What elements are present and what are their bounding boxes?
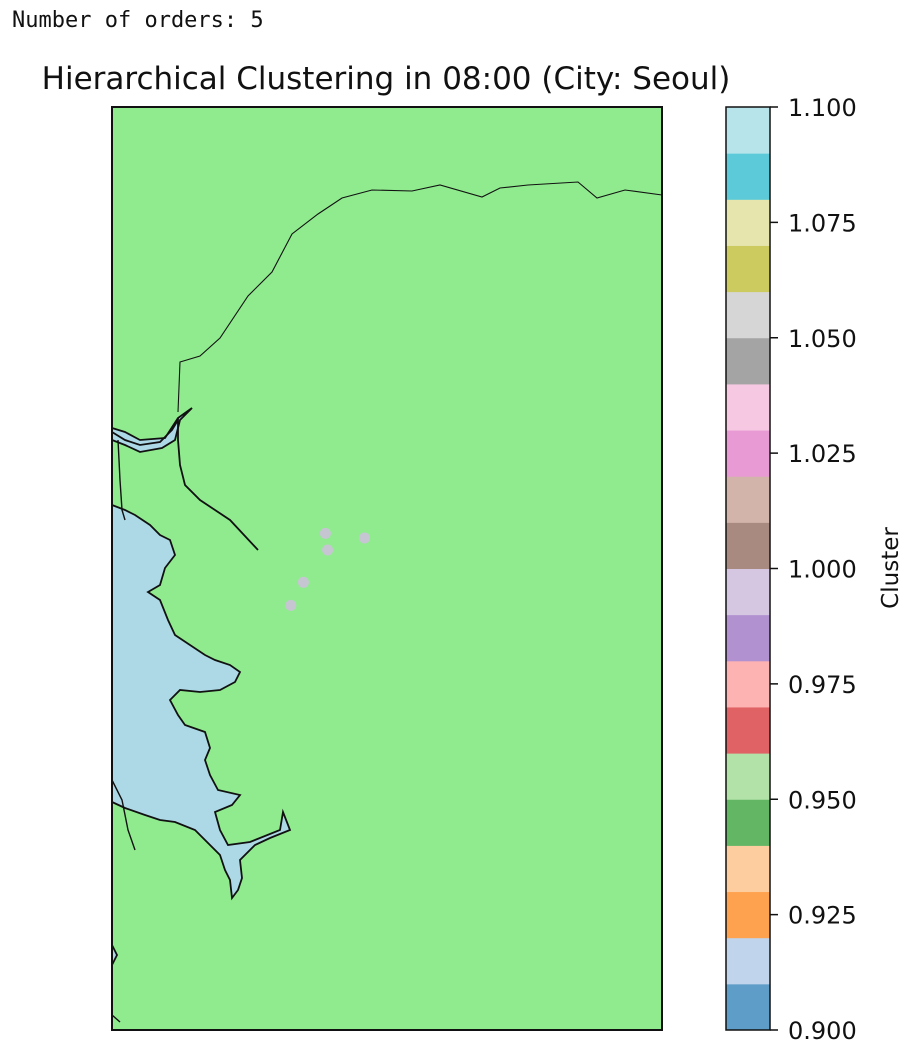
colorbar-tick-label: 1.100 — [788, 94, 857, 122]
colorbar-tick-label: 1.050 — [788, 325, 857, 353]
colorbar-segment — [726, 706, 770, 754]
map-frame — [111, 106, 663, 1031]
scatter-points — [285, 527, 370, 611]
colorbar-tick-label: 0.900 — [788, 1017, 857, 1045]
colorbar-segment — [726, 291, 770, 339]
river-line-4 — [111, 1014, 121, 1023]
colorbar-segment — [726, 476, 770, 523]
river-line-2 — [117, 439, 126, 521]
scatter-point — [322, 544, 334, 556]
water-body — [111, 503, 292, 901]
colorbar: 0.900 0.925 0.950 0.975 1.000 1.025 1.050 1.075… — [725, 94, 904, 1045]
colorbar-segment — [726, 245, 770, 293]
land-area — [112, 107, 662, 1030]
colorbar-segment — [726, 199, 770, 246]
colorbar-segment — [726, 799, 770, 846]
scatter-point — [285, 599, 297, 611]
map-axes — [111, 106, 663, 1031]
scatter-point — [319, 527, 331, 539]
colorbar-ticks: 0.900 0.925 0.950 0.975 1.000 1.025 1.050 1.075… — [770, 94, 857, 1045]
water-inlet — [111, 407, 193, 453]
scatter-point — [359, 532, 370, 544]
colorbar-segment — [726, 937, 770, 985]
colorbar-segment — [726, 383, 770, 431]
colorbar-segment — [726, 983, 770, 1031]
colorbar-tick-label: 1.025 — [788, 440, 857, 468]
river-line — [111, 416, 259, 551]
colorbar-segment — [726, 614, 770, 662]
colorbar-segment — [726, 845, 770, 893]
colorbar-tick-label: 1.075 — [788, 209, 857, 237]
colorbar-segment — [726, 522, 770, 569]
river-line-3 — [111, 779, 136, 851]
scatter-point — [297, 576, 309, 588]
colorbar-tick-label: 0.975 — [788, 671, 857, 699]
border-line — [177, 181, 663, 413]
colorbar-segment — [726, 753, 770, 800]
colorbar-segment — [726, 107, 770, 154]
chart-title: Hierarchical Clustering in 08:00 (City: … — [42, 61, 731, 97]
colorbar-tick-label: 0.950 — [788, 786, 857, 814]
colorbar-segment — [726, 891, 770, 939]
colorbar-segment — [726, 568, 770, 616]
colorbar-segment — [726, 660, 770, 708]
colorbar-tick-label: 1.000 — [788, 556, 857, 584]
colorbar-tick-label: 0.925 — [788, 902, 857, 930]
colorbar-segment — [726, 337, 770, 385]
colorbar-segment — [726, 153, 770, 200]
colorbar-segment — [726, 430, 770, 477]
colorbar-label: Cluster — [878, 527, 904, 609]
colorbar-segments — [726, 107, 770, 1031]
output-text: Number of orders: 5 — [12, 8, 264, 33]
